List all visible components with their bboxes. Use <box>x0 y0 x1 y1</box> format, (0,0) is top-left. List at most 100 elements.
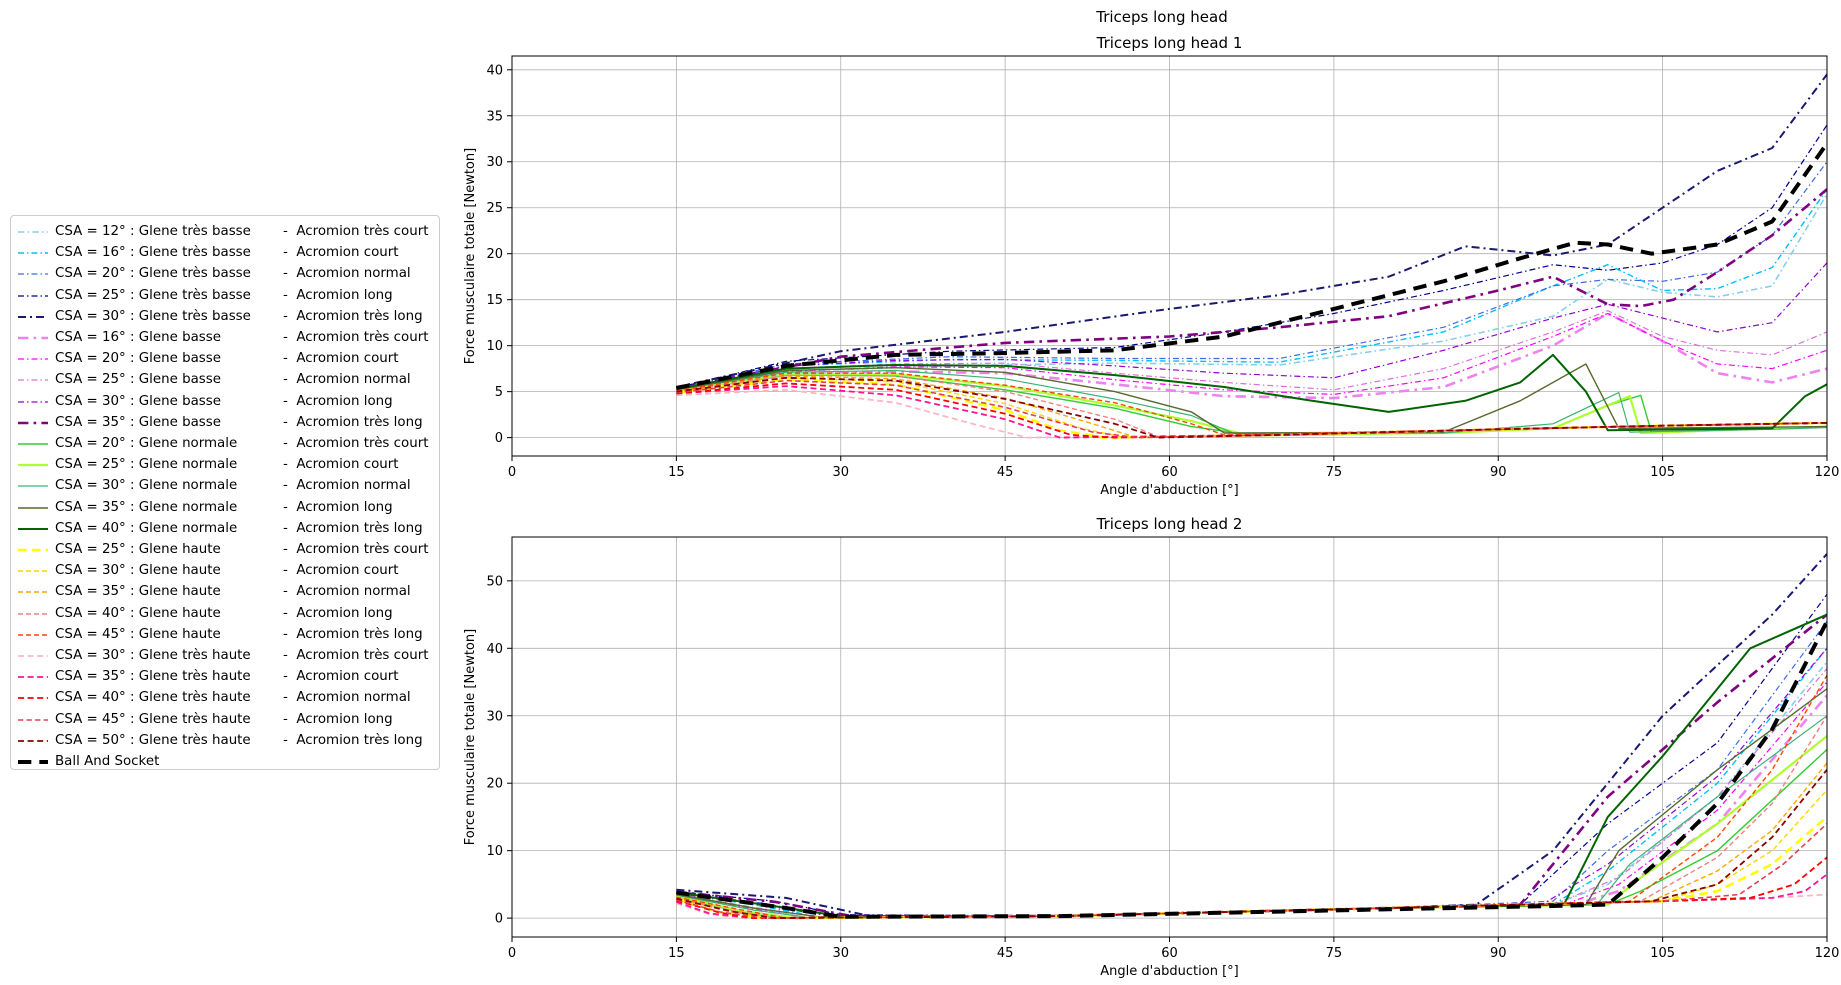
legend-line-sample <box>18 718 48 721</box>
series-line-20-csa-45-glene-haute-acromion-tres-long <box>676 674 1827 919</box>
x-tick-label: 60 <box>1161 465 1178 480</box>
series-line-23-csa-40-glene-tres-haute-acromion-normal <box>676 382 1827 439</box>
series-line-10-csa-35-glene-basse-acromion-tres-long <box>676 188 1827 390</box>
x-tick-label: 105 <box>1650 465 1675 480</box>
legend-acromion-label: - Acromion très long <box>283 414 423 430</box>
legend-acromion-label: - Acromion court <box>283 669 399 685</box>
x-tick-label: 105 <box>1650 946 1675 961</box>
legend-acromion-label: - Acromion long <box>283 499 393 515</box>
y-tick-label: 20 <box>486 247 503 262</box>
legend-label: CSA = 16° : Glene très basse <box>55 245 251 261</box>
x-tick-label: 90 <box>1490 946 1507 961</box>
legend-entry: CSA = 40° : Glene normale - Acromion très… <box>11 519 439 540</box>
legend-label: CSA = 25° : Glene haute <box>55 542 221 557</box>
legend-acromion-label: - Acromion très court <box>283 436 429 451</box>
legend-entry: CSA = 45° : Glene haute - Acromion très l… <box>11 625 439 646</box>
y-tick-label: 10 <box>486 844 503 859</box>
legend-label: CSA = 35° : Glene haute <box>55 584 221 600</box>
legend-line-sample <box>18 676 48 679</box>
legend-acromion-label: - Acromion très court <box>283 542 429 557</box>
y-axis-label: Force musculaire totale [Newton] <box>463 629 478 845</box>
legend-entry: CSA = 25° : Glene normale - Acromion cour… <box>11 455 439 476</box>
legend-entry: CSA = 30° : Glene très haute - Acromion t… <box>11 646 439 667</box>
series-line-19-csa-40-glene-haute-acromion-long <box>676 715 1827 919</box>
y-tick-label: 40 <box>486 63 503 78</box>
legend-label: CSA = 12° : Glene très basse <box>55 224 251 239</box>
series-line-7-csa-20-glene-basse-acromion-court <box>676 312 1827 395</box>
series-group <box>676 73 1827 439</box>
legend-label: Ball And Socket <box>55 754 160 769</box>
legend-entry: CSA = 25° : Glene haute - Acromion très c… <box>11 540 439 561</box>
series-line-15-csa-40-glene-normale-acromion-tres-long <box>676 613 1827 918</box>
legend-line-sample <box>18 655 48 657</box>
subplot-title: Triceps long head 2 <box>1096 515 1243 533</box>
x-tick-label: 75 <box>1326 465 1343 480</box>
legend-acromion-label: - Acromion très long <box>283 308 423 324</box>
y-tick-label: 30 <box>486 709 503 724</box>
legend-label: CSA = 50° : Glene très haute <box>55 732 251 748</box>
series-line-24-csa-45-glene-tres-haute-acromion-long <box>676 823 1827 919</box>
series-line-7-csa-20-glene-basse-acromion-court <box>676 681 1827 918</box>
legend-label: CSA = 30° : Glene normale <box>55 478 238 494</box>
legend-entry: CSA = 35° : Glene très haute - Acromion c… <box>11 667 439 688</box>
x-tick-label: 15 <box>668 946 685 961</box>
x-tick-label: 120 <box>1815 465 1840 480</box>
legend-acromion-label: - Acromion très long <box>283 732 423 748</box>
series-line-9-csa-30-glene-basse-acromion-long <box>676 262 1827 390</box>
series-line-5-csa-30-glene-tres-basse-acromion-tres-long <box>676 73 1827 388</box>
legend-line-sample <box>18 252 48 254</box>
series-line-9-csa-30-glene-basse-acromion-long <box>676 647 1827 917</box>
legend-line-sample <box>18 315 48 318</box>
legend-entry: CSA = 40° : Glene très haute - Acromion n… <box>11 688 439 709</box>
y-tick-label: 0 <box>495 431 503 446</box>
legend-acromion-label: - Acromion long <box>283 711 393 727</box>
legend-entry: CSA = 16° : Glene très basse - Acromion c… <box>11 243 439 264</box>
legend-entry: CSA = 35° : Glene haute - Acromion normal <box>11 582 439 603</box>
series-line-6-csa-16-glene-basse-acromion-tres-court <box>676 312 1827 400</box>
series-line-26-ball-and-socket <box>676 620 1827 919</box>
y-tick-label: 30 <box>486 155 503 170</box>
legend-label: CSA = 30° : Glene très haute <box>55 648 251 663</box>
legend-line-sample <box>18 739 48 742</box>
x-tick-label: 0 <box>508 465 516 480</box>
legend-line-sample <box>18 760 48 764</box>
series-line-13-csa-30-glene-normale-acromion-normal <box>676 369 1827 435</box>
legend-entry: CSA = 30° : Glene normale - Acromion norm… <box>11 476 439 497</box>
series-line-21-csa-30-glene-tres-haute-acromion-tres-court <box>676 388 1827 439</box>
series-line-8-csa-25-glene-basse-acromion-normal <box>676 310 1827 391</box>
legend-acromion-label: - Acromion très court <box>283 330 429 345</box>
subplot-title: Triceps long head 1 <box>1096 34 1243 52</box>
series-line-6-csa-16-glene-basse-acromion-tres-court <box>676 694 1827 920</box>
legend-acromion-label: - Acromion normal <box>283 372 411 388</box>
legend-acromion-label: - Acromion court <box>283 351 399 367</box>
legend-line-sample <box>18 548 48 552</box>
x-tick-label: 120 <box>1815 946 1840 961</box>
legend-acromion-label: - Acromion très court <box>283 648 429 663</box>
legend-label: CSA = 25° : Glene très basse <box>55 287 251 303</box>
series-line-17-csa-30-glene-haute-acromion-court <box>676 789 1827 919</box>
series-line-25-csa-50-glene-tres-haute-acromion-tres-long <box>676 769 1827 919</box>
legend-line-sample <box>18 506 48 509</box>
legend-label: CSA = 25° : Glene basse <box>55 372 221 388</box>
series-line-25-csa-50-glene-tres-haute-acromion-tres-long <box>676 376 1827 439</box>
legend-acromion-label: - Acromion long <box>283 287 393 303</box>
legend-entry: CSA = 45° : Glene très haute - Acromion l… <box>11 710 439 731</box>
legend-entry: CSA = 20° : Glene normale - Acromion très… <box>11 434 439 455</box>
series-line-3-csa-20-glene-tres-basse-acromion-normal <box>676 161 1827 390</box>
legend-label: CSA = 45° : Glene très haute <box>55 711 251 727</box>
legend-entry: CSA = 30° : Glene très basse - Acromion t… <box>11 307 439 328</box>
series-line-3-csa-20-glene-tres-basse-acromion-normal <box>676 620 1827 917</box>
legend-line-sample <box>18 400 48 403</box>
legend-entry: CSA = 12° : Glene très basse - Acromion t… <box>11 222 439 243</box>
legend-line-sample <box>18 527 48 530</box>
legend-label: CSA = 30° : Glene basse <box>55 393 221 409</box>
legend-entry: CSA = 30° : Glene haute - Acromion court <box>11 561 439 582</box>
y-tick-label: 0 <box>495 912 503 927</box>
legend-line-sample <box>18 294 48 297</box>
subplot-2: 0 15 30 45 60 75 90 105 120 0 10 20 30 40 50 Triceps lo… <box>463 515 1839 979</box>
x-tick-label: 45 <box>997 465 1014 480</box>
x-axis-label: Angle d'abduction [°] <box>1100 483 1239 498</box>
legend-label: CSA = 20° : Glene basse <box>55 351 221 367</box>
series-line-1-csa-12-glene-tres-basse-acromion-tres-court <box>676 661 1827 919</box>
series-line-5-csa-30-glene-tres-basse-acromion-tres-long <box>676 553 1827 918</box>
